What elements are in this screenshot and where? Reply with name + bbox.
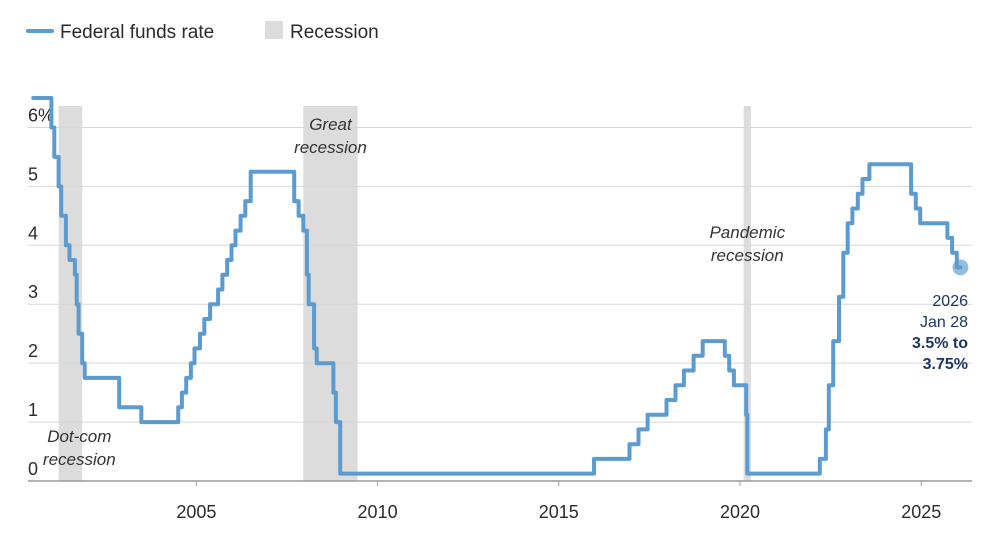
latest-rate-text-line: 2026 [932,293,968,310]
y-tick-label: 5 [28,164,38,184]
x-tick-label: 2020 [720,502,760,522]
legend: Federal funds rate Recession [26,21,379,43]
y-tick-label: 2 [28,341,38,361]
latest-rate-point [952,259,969,276]
x-axis-tick-labels: 2005 2010 2015 2020 2025 [176,481,941,522]
recession-annotation-line: Great [309,115,353,134]
latest-rate-text-line: 3.5% to [912,335,968,352]
y-tick-label: 4 [28,223,38,243]
legend-recession-swatch [265,21,283,39]
recession-annotation-line: recession [711,246,784,265]
recession-band-2 [743,106,751,481]
x-tick-label: 2015 [539,502,579,522]
y-tick-label: 0 [28,459,38,479]
recession-annotation-line: Dot-com [47,427,111,446]
latest-rate-label: 2026 Jan 28 3.5% to 3.75% [912,293,968,373]
latest-rate-text-line: 3.75% [923,356,968,373]
recession-annotation-line: recession [43,450,116,469]
y-tick-label: 6% [28,105,54,125]
x-tick-label: 2005 [176,502,216,522]
recession-annotation-1: Great recession [294,115,367,157]
legend-series-label: Federal funds rate [60,22,214,43]
x-tick-label: 2025 [901,502,941,522]
latest-rate-text: 2026 Jan 28 3.5% to 3.75% [912,293,968,373]
latest-rate-text-line: Jan 28 [920,314,968,331]
recession-annotation-0: Dot-com recession [43,427,116,469]
x-tick-label: 2010 [358,502,398,522]
y-tick-label: 1 [28,400,38,420]
y-tick-label: 3 [28,282,38,302]
gridlines [28,126,972,482]
recession-band-0 [58,106,83,481]
y-axis-tick-labels: 0 1 2 3 4 5 6% [28,105,54,479]
legend-recession-label: Recession [290,22,379,43]
recession-annotation-line: recession [294,138,367,157]
fed-funds-rate-line [31,96,963,476]
recession-annotation-line: Pandemic [709,223,785,242]
recession-band-1 [303,106,358,481]
recession-bands [58,106,751,481]
recession-annotation-2: Pandemic recession [709,223,785,265]
recession-annotations: Dot-com recession Great recession Pandemic re… [43,115,786,469]
